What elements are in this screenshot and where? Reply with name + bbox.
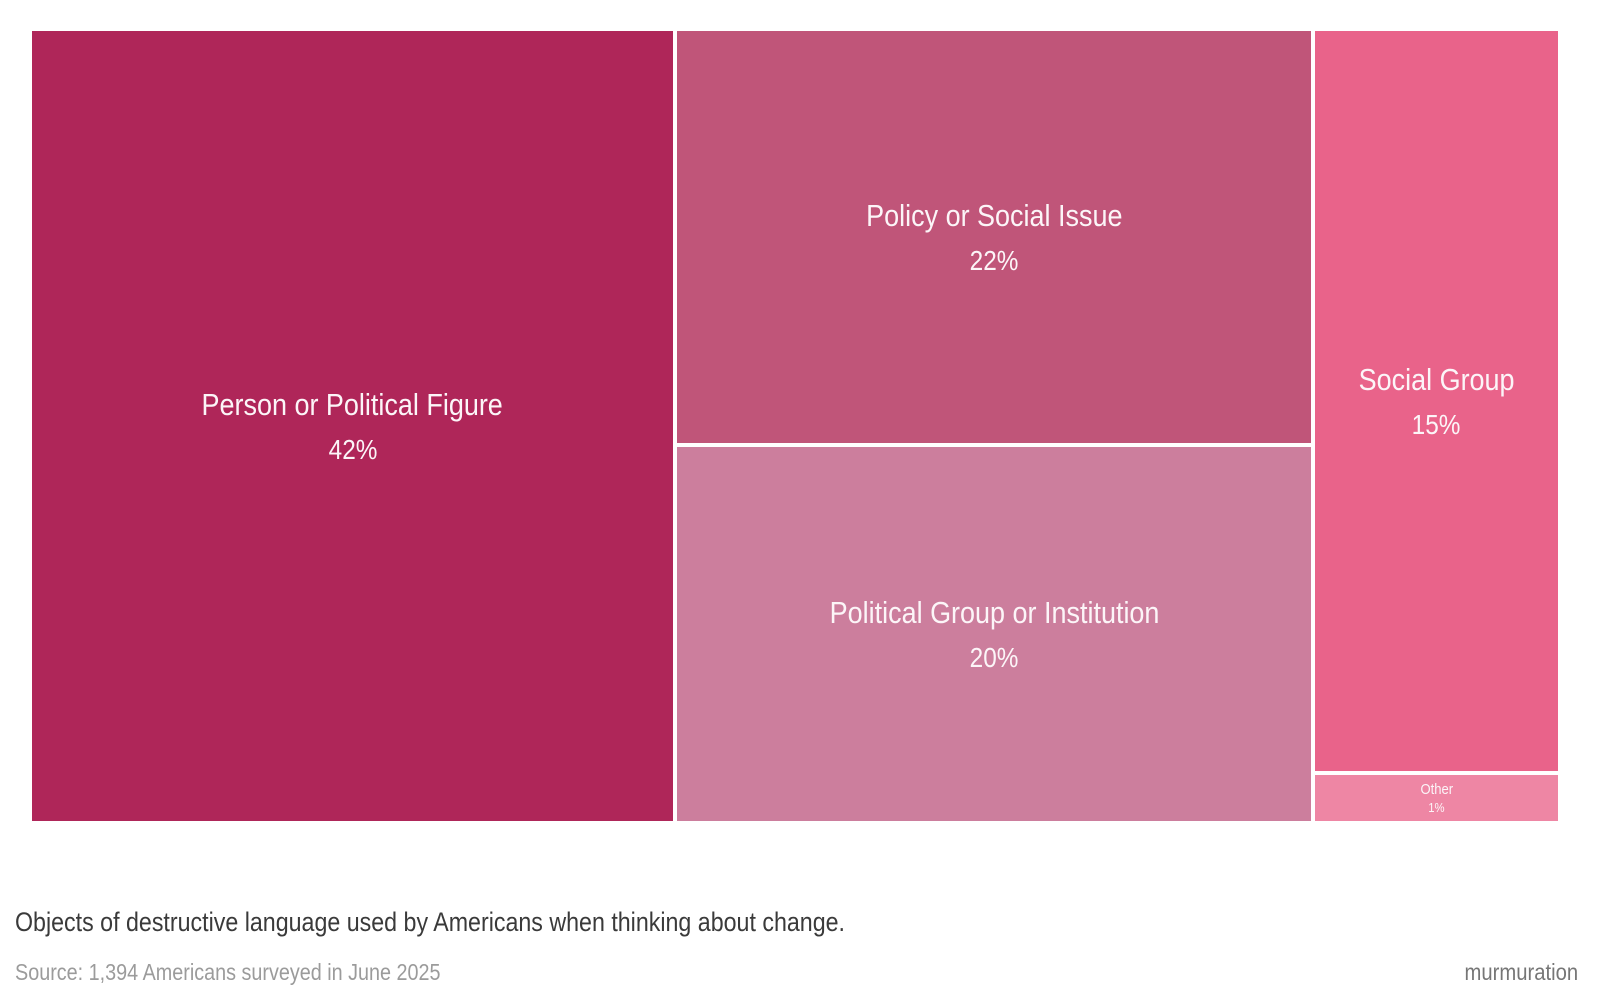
chart-caption: Objects of destructive language used by … <box>15 907 845 937</box>
tile-value: 20% <box>969 641 1019 673</box>
tile-label: Person or Political Figure <box>201 386 504 422</box>
tile-label: Policy or Social Issue <box>865 197 1123 233</box>
murmuration-wordmark: murmuration <box>1464 959 1578 985</box>
tile-value: 15% <box>1412 408 1461 440</box>
treemap-tile-social-group[interactable]: Social Group 15% <box>1315 31 1558 771</box>
treemap-tile-other[interactable]: Other 1% <box>1315 775 1558 821</box>
tile-value: 1% <box>1428 799 1445 815</box>
tile-label: Other <box>1420 780 1453 798</box>
tile-value: 22% <box>969 244 1019 276</box>
tile-label: Social Group <box>1358 361 1515 397</box>
treemap-tile-political-group-or-institution[interactable]: Political Group or Institution 20% <box>677 447 1312 821</box>
tile-label: Political Group or Institution <box>829 594 1159 630</box>
treemap-tile-person-or-political-figure[interactable]: Person or Political Figure 42% <box>32 31 674 821</box>
tile-value: 42% <box>328 433 377 465</box>
treemap: Person or Political Figure 42% Policy or… <box>32 31 1558 821</box>
source-note: Source: 1,394 Americans surveyed in June… <box>15 959 441 985</box>
treemap-tile-policy-or-social-issue[interactable]: Policy or Social Issue 22% <box>677 31 1312 443</box>
